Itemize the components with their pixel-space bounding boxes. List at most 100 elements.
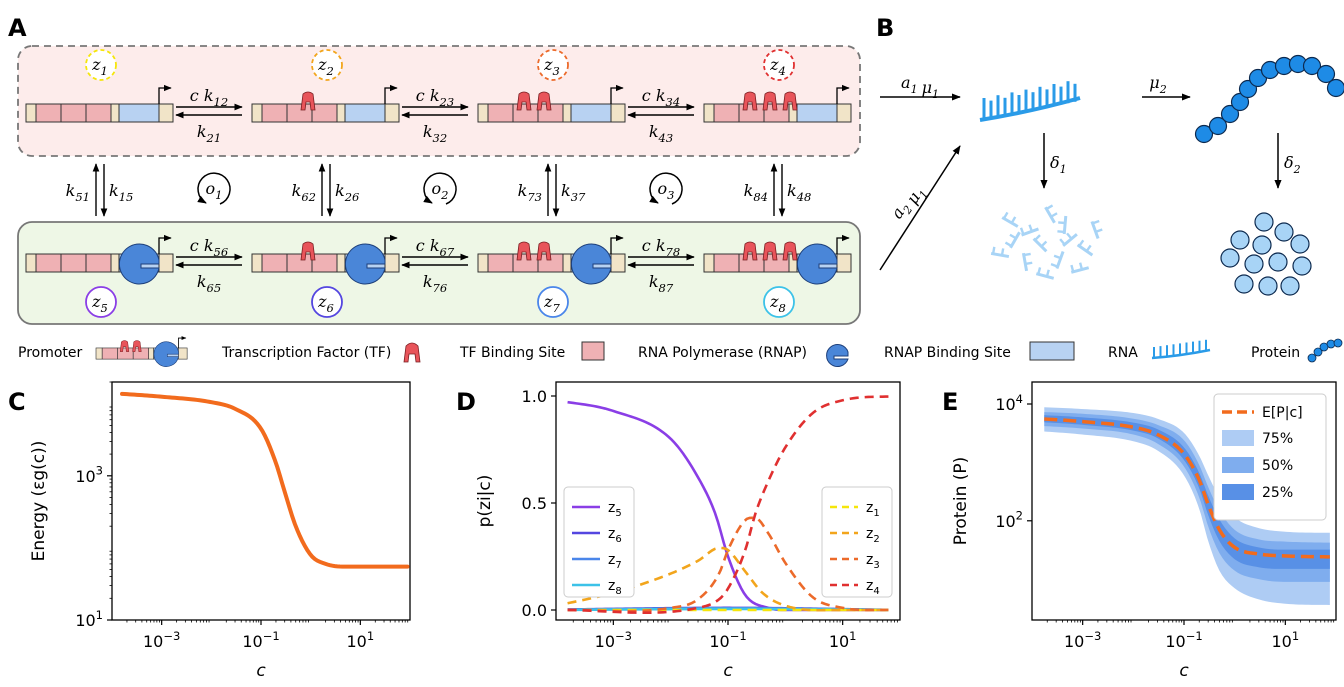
chart-d: 10−3 10−1 101 c 0.0 0.5 1.0 p(zi|c) z5 z6 z7 z8 z1 z2… <box>475 381 901 681</box>
rate-label-84: k84 <box>744 181 768 204</box>
transcription-arrow-2 <box>879 145 961 271</box>
panel-label-d: D <box>456 388 476 416</box>
legend-promoter-label: Promoter <box>18 345 83 361</box>
rate-label-62: k62 <box>292 181 316 204</box>
state-label-z4: z4 <box>769 55 786 78</box>
rate-label-65: k65 <box>197 272 221 295</box>
rate-label-73: k73 <box>518 181 542 204</box>
promoter-state-5 <box>25 234 174 285</box>
expression-panel: a1 μ1 a2μ1 μ2 δ1 δ2 <box>879 54 1344 296</box>
y-tick-label: 1.0 <box>522 387 547 406</box>
tf-protein <box>782 91 798 111</box>
promoter-state-8 <box>703 234 852 285</box>
rate-label-78: c k78 <box>642 236 680 259</box>
legend-swatch-50% <box>1222 457 1254 473</box>
legend-label-z1: z1 <box>866 500 880 519</box>
legend-promoter-graphic <box>95 336 188 367</box>
legend-swatch-75% <box>1222 430 1254 446</box>
label-delta1: δ1 <box>1050 153 1067 176</box>
energy-line <box>120 391 410 569</box>
tss-arrow <box>178 336 187 348</box>
tss-arrow <box>610 234 624 254</box>
tss-arrow <box>384 84 398 104</box>
legend-rna-label: RNA <box>1108 345 1138 361</box>
x-tick-label: 10−3 <box>595 629 632 651</box>
rna-fragments <box>990 204 1103 280</box>
tf-protein <box>536 91 552 111</box>
x-tick-label: 10−1 <box>709 629 746 651</box>
legend-label-z4: z4 <box>866 578 880 597</box>
legend-tf-site-label: TF Binding Site <box>459 345 565 361</box>
tf-protein <box>742 241 758 261</box>
panel-label-b: B <box>876 14 894 42</box>
series-z4 <box>567 395 889 615</box>
legend-label-50%: 50% <box>1262 458 1293 474</box>
legend-protein-icon <box>1307 338 1343 363</box>
legend-label-z6: z6 <box>608 526 622 545</box>
legend-label-z5: z5 <box>608 500 622 519</box>
rate-label-67: c k67 <box>416 236 455 259</box>
y-tick-label: 0.5 <box>522 494 547 513</box>
legend-label-z7: z7 <box>608 552 622 571</box>
x-tick-label: 101 <box>829 629 857 651</box>
rate-label-34: c k34 <box>642 86 680 109</box>
unbound-rnap-box <box>17 45 861 157</box>
rate-label-15: k15 <box>109 181 133 204</box>
legend-label-z3: z3 <box>866 552 880 571</box>
chart-e: 10−3 10−1 101 c 102 104 Protein (P) E[P|c] 75% 50… <box>951 381 1337 681</box>
promoter-state-7 <box>477 234 626 285</box>
promoter-state-2 <box>251 84 400 123</box>
legend-tf-site-icon <box>581 341 605 361</box>
tf-protein <box>782 241 798 261</box>
rate-label-51: k51 <box>66 181 90 204</box>
legend-label-25%: 25% <box>1262 485 1293 501</box>
state-label-z7: z7 <box>543 292 560 315</box>
y-tick-label: 103 <box>75 464 103 486</box>
tf-protein <box>762 91 778 111</box>
rate-label-43: k43 <box>649 122 673 145</box>
state-circle-z1 <box>85 49 117 81</box>
series-z2 <box>567 546 889 612</box>
label-a1mu1: a1 μ1 <box>901 73 939 101</box>
x-axis-label: c <box>1179 661 1189 681</box>
state-circle-z2 <box>311 49 343 81</box>
panel-label-e: E <box>942 388 958 416</box>
mean-line <box>1044 417 1330 559</box>
bound-rnap-box <box>17 221 861 325</box>
tf-protein <box>300 241 316 261</box>
x-tick-label: 10−1 <box>1165 629 1202 651</box>
cycle-label-1: o1 <box>206 179 223 202</box>
rnap-protein <box>796 243 838 285</box>
tf-protein <box>516 241 532 261</box>
rate-label-26: k26 <box>335 181 359 204</box>
legend-rnap-label: RNA Polymerase (RNAP) <box>638 345 807 361</box>
rna-molecule <box>979 81 1081 122</box>
legend-rna-icon <box>1151 339 1211 360</box>
legend-label-z8: z8 <box>608 578 622 597</box>
cycle-arrow <box>649 172 683 205</box>
legend-tf-label: Transcription Factor (TF) <box>221 345 391 361</box>
legend-swatch-25% <box>1222 484 1254 500</box>
tss-arrow <box>158 234 172 254</box>
y-tick-label: 102 <box>995 509 1023 531</box>
band-25% <box>1044 415 1330 569</box>
legend-label-75%: 75% <box>1262 431 1293 447</box>
rate-label-37: k37 <box>561 181 586 204</box>
tf-protein <box>300 91 316 111</box>
y-tick-label: 101 <box>75 608 103 630</box>
rnap-protein <box>570 243 612 285</box>
rate-label-56: c k56 <box>190 236 228 259</box>
tf-protein <box>132 340 142 352</box>
legend-protein-label: Protein <box>1251 345 1300 361</box>
rnap-protein <box>153 341 179 367</box>
state-label-z8: z8 <box>769 292 786 315</box>
legend-rnap-icon <box>826 344 849 367</box>
state-circle-z3 <box>537 49 569 81</box>
cycle-arrow <box>423 172 457 205</box>
y-axis-label: Protein (P) <box>951 457 971 546</box>
legend-rnap-site-icon <box>1029 341 1075 361</box>
rate-label-23: c k23 <box>416 86 454 109</box>
legend-box <box>821 486 893 598</box>
promoter-state-6 <box>251 234 400 285</box>
chart-c: 10−3 10−1 101 c 101 103 Energy (εg(c)) <box>29 381 411 681</box>
